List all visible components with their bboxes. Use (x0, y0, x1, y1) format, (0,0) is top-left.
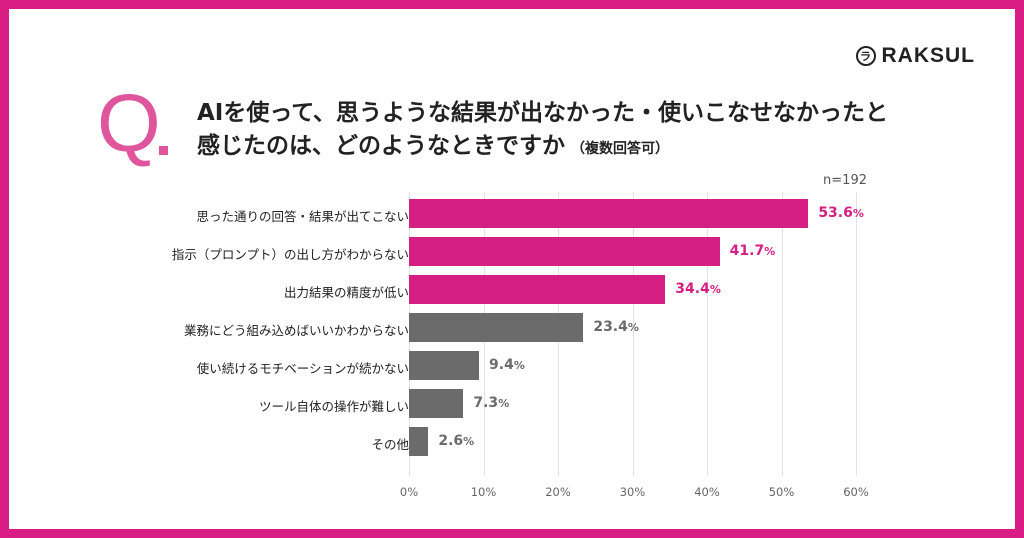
x-tick-label: 60% (843, 485, 869, 499)
x-gridline (632, 192, 634, 476)
bar-value-label: 2.6% (438, 433, 475, 449)
x-tick-label: 30% (619, 485, 646, 499)
bar-value-label: 23.4% (593, 319, 639, 335)
question-text: AIを使って、思うような結果が出なかった・使いこなせなかったと 感じたのは、どの… (197, 97, 977, 166)
question-line-1: AIを使って、思うような結果が出なかった・使いこなせなかったと (197, 100, 889, 126)
x-tick-label: 40% (694, 485, 720, 499)
category-label: 業務にどう組み込めばいいかわからない (183, 323, 409, 338)
bar-value-label: 34.4% (675, 281, 721, 297)
category-label: その他 (371, 437, 409, 452)
category-label: 思った通りの回答・結果が出てこない (196, 209, 409, 224)
bar-value-label: 9.4% (489, 357, 525, 373)
brand-logo: ラ RAKSUL (855, 44, 976, 68)
x-gridline (707, 192, 708, 476)
bar (409, 199, 809, 228)
question-line-2: 感じたのは、どのようなときですか （複数回答可） (197, 130, 977, 166)
bar-value-label: 53.6% (818, 205, 864, 221)
question-prefix-dot (159, 146, 168, 155)
x-gridline (856, 192, 857, 476)
bar (409, 389, 464, 418)
sample-size: n=192 (823, 173, 867, 188)
x-tick-label: 50% (768, 485, 795, 499)
bar (409, 313, 584, 342)
category-label: ツール自体の操作が難しい (258, 399, 409, 414)
question-prefix: Q (97, 78, 161, 169)
bar-value-label: 41.7% (729, 243, 776, 259)
x-tick-label: 0% (399, 485, 419, 499)
category-label: 使い続けるモチベーションが続かない (196, 361, 409, 376)
x-gridline (781, 192, 783, 476)
multiple-answer-note: （複数回答可） (571, 141, 669, 157)
question-line-2-text: 感じたのは、どのようなときですか (197, 133, 565, 159)
raksul-logo-icon: ラ (855, 46, 876, 66)
x-tick-label: 10% (470, 485, 497, 499)
bar-value-label: 7.3% (473, 395, 510, 411)
bar (409, 275, 666, 304)
brand-name: RAKSUL (881, 44, 975, 67)
bar (409, 427, 429, 456)
category-label: 出力結果の精度が低い (283, 285, 409, 300)
bar (409, 351, 480, 380)
x-tick-label: 20% (545, 485, 571, 499)
bar (409, 237, 720, 266)
category-label: 指示（プロンプト）の出し方がわからない (171, 247, 409, 262)
